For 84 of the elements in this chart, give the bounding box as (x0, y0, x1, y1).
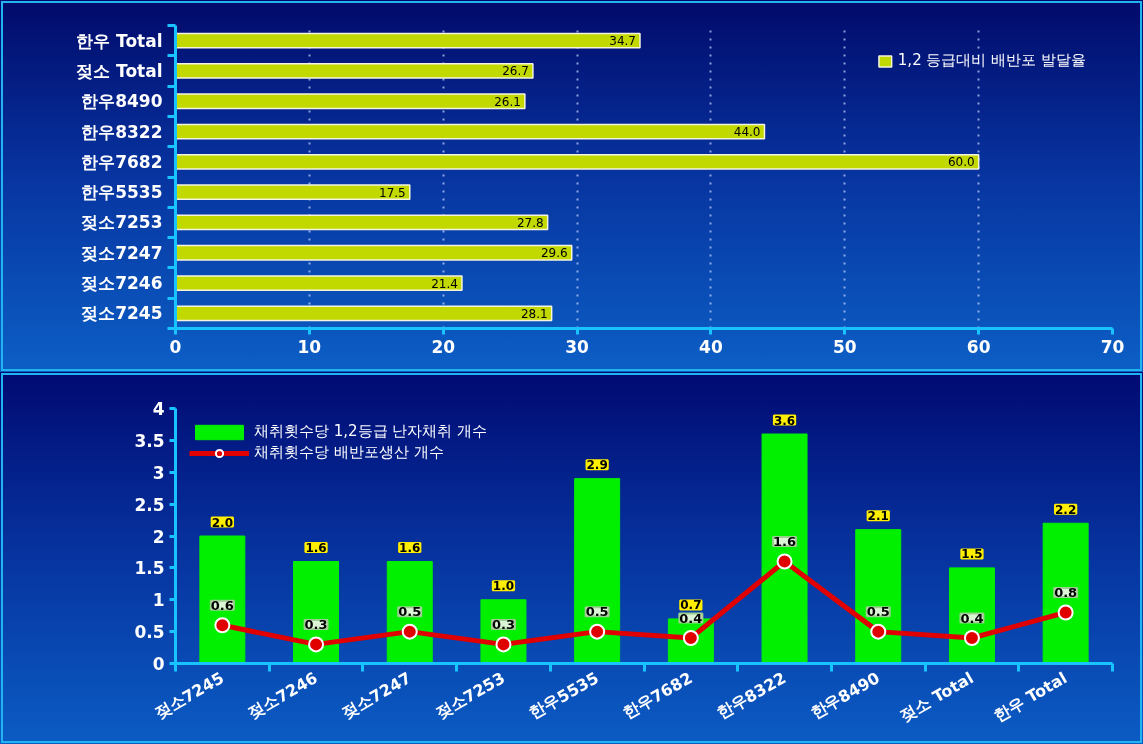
bar (1042, 522, 1089, 664)
point (214, 617, 231, 634)
data-label: 0.8 (1054, 585, 1078, 600)
data-label: 1.0 (492, 579, 515, 594)
bar (761, 433, 808, 664)
y-tick-label: 한우8490 (81, 91, 163, 112)
x-tick-label: 60 (966, 336, 991, 357)
data-label: 0.5 (866, 604, 890, 620)
y-tick-label: 1.5 (134, 558, 165, 579)
y-tick-label: 3 (152, 462, 165, 483)
bar (175, 153, 980, 170)
bar (175, 93, 526, 110)
point (963, 630, 980, 646)
bar (574, 478, 621, 664)
x-tick-label: 40 (699, 336, 723, 357)
data-label: 2.1 (867, 509, 889, 524)
data-label: 17.5 (379, 185, 406, 200)
y-tick-label: 2.5 (134, 494, 165, 515)
x-tick-label: 30 (565, 336, 590, 357)
point (308, 636, 325, 653)
data-label: 0.3 (491, 616, 515, 632)
bar (175, 123, 766, 140)
data-label: 21.4 (431, 276, 458, 291)
y-tick-label: 한우5535 (81, 182, 163, 203)
x-tick-label: 50 (832, 336, 857, 357)
x-tick-label: 70 (1100, 336, 1125, 357)
data-label: 2.2 (1055, 502, 1077, 517)
data-label: 26.7 (502, 64, 529, 79)
y-tick-label: 젖소7245 (81, 303, 163, 324)
data-label: 1.6 (773, 534, 797, 549)
bar (175, 32, 641, 49)
data-label: 60.0 (947, 155, 975, 170)
data-label: 2.0 (211, 515, 233, 530)
y-tick-label: 한우 Total (76, 30, 163, 51)
y-tick-label: 젖소7247 (81, 242, 163, 263)
y-tick-label: 젖소 Total (76, 60, 163, 81)
data-label: 44.0 (733, 125, 761, 140)
y-tick-label: 4 (152, 399, 165, 419)
bar (175, 63, 534, 79)
bar (175, 305, 553, 322)
y-tick-label: 0 (152, 654, 165, 674)
data-label: 0.5 (585, 604, 609, 620)
point (1057, 604, 1074, 621)
data-label: 1.6 (399, 541, 421, 555)
data-label: 0.4 (679, 610, 703, 626)
bar (175, 275, 463, 291)
data-label: 0.3 (304, 616, 328, 632)
data-label: 2.9 (586, 458, 608, 473)
data-label: 0.6 (210, 597, 234, 613)
point (589, 623, 606, 640)
y-tick-label: 0.5 (134, 622, 165, 643)
y-tick-label: 1 (152, 590, 165, 611)
data-label: 1.6 (305, 541, 327, 555)
data-label: 29.6 (541, 246, 568, 261)
y-tick-label: 한우8322 (81, 121, 163, 142)
data-label: 1.5 (961, 547, 983, 562)
point (495, 636, 512, 653)
x-tick-label: 10 (297, 336, 322, 357)
data-label: 27.8 (516, 215, 544, 230)
data-label: 3.6 (773, 413, 796, 428)
bar (855, 529, 902, 664)
y-tick-label: 젖소7253 (81, 212, 163, 233)
bar (199, 535, 246, 664)
point (776, 553, 793, 570)
x-tick-label: 20 (431, 336, 456, 357)
legend-label: 채취횟수당 배반포생산 개수 (254, 443, 444, 462)
bar (175, 214, 549, 231)
point (401, 623, 418, 640)
x-tick-label: 0 (169, 336, 182, 357)
point (870, 623, 887, 640)
y-tick-label: 한우7682 (81, 151, 163, 172)
legend-label: 채취횟수당 1,2등급 난자채취 개수 (254, 422, 488, 441)
bar (175, 184, 411, 201)
bar (175, 244, 573, 261)
legend-label: 1,2 등급대비 배반포 발달율 (897, 51, 1086, 70)
data-label: 0.7 (680, 598, 702, 613)
data-label: 34.7 (609, 34, 636, 49)
data-label: 0.5 (398, 604, 422, 620)
y-tick-label: 3.5 (134, 430, 165, 451)
y-tick-label: 젖소7246 (81, 273, 163, 294)
y-tick-label: 2 (152, 526, 165, 547)
data-label: 26.1 (494, 94, 521, 109)
data-label: 0.4 (960, 610, 984, 626)
data-label: 28.1 (520, 306, 548, 321)
